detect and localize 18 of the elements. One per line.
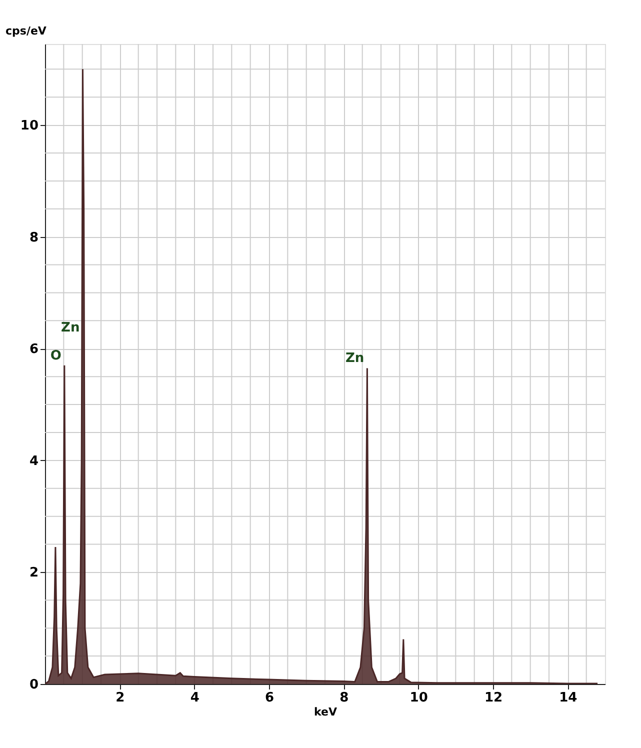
y-tick-label: 4 — [29, 454, 38, 469]
y-tick-label: 8 — [29, 230, 38, 246]
x-tick-label: 10 — [410, 690, 428, 706]
x-tick-label: 4 — [190, 690, 200, 706]
x-tick-label: 8 — [340, 690, 349, 706]
x-tick-label: 2 — [116, 690, 125, 706]
y-tick-label: 10 — [20, 118, 38, 134]
y-tick-label: 6 — [29, 342, 38, 358]
x-tick-label: 14 — [559, 690, 578, 706]
y-tick-label: 2 — [29, 566, 38, 581]
y-tick-label: 0 — [29, 678, 38, 692]
y-axis-title: cps/eV — [6, 24, 47, 38]
annotation: Zn — [61, 320, 80, 336]
x-tick-label: 12 — [484, 690, 503, 706]
x-tick-label: 6 — [264, 690, 274, 706]
x-axis-title: keV — [314, 706, 338, 718]
annotation: O — [50, 348, 62, 364]
annotation: Zn — [346, 351, 364, 366]
